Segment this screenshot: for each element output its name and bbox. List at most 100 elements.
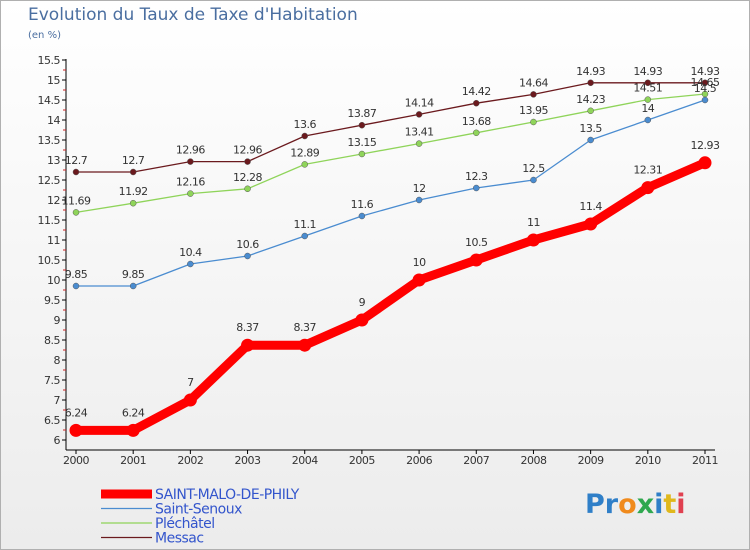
legend-label: SAINT-MALO-DE-PHILY: [155, 487, 300, 503]
data-point: [415, 196, 423, 204]
logo-letter: o: [618, 489, 637, 520]
data-point: [69, 423, 83, 437]
data-point: [129, 282, 137, 290]
data-point: [530, 176, 537, 184]
data-point: [526, 233, 540, 247]
data-label: 6.24: [122, 406, 145, 419]
logo-letter: x: [636, 489, 655, 520]
y-tick-label: 6: [54, 434, 61, 447]
data-point: [126, 423, 140, 437]
data-point: [469, 253, 483, 267]
y-tick-label: 7: [54, 394, 61, 407]
series-line: [76, 158, 707, 435]
y-tick-label: 9.5: [44, 294, 60, 307]
data-label: 14.93: [576, 65, 605, 78]
x-tick-label: 2002: [177, 454, 203, 467]
legend-label: Saint-Senoux: [155, 502, 242, 518]
data-label: 12.3: [465, 170, 488, 183]
data-point: [698, 156, 712, 170]
x-tick-label: 2003: [235, 454, 261, 467]
data-point: [187, 158, 194, 165]
data-label: 12.7: [122, 154, 145, 167]
y-tick-label: 13: [47, 154, 60, 167]
data-label: 11.4: [579, 200, 602, 213]
x-tick-label: 2009: [578, 454, 604, 467]
data-label: 14.51: [633, 82, 662, 95]
data-point: [644, 96, 652, 103]
data-point: [473, 99, 480, 107]
y-tick-label: 12.5: [38, 174, 61, 187]
logo-letter: P: [585, 489, 605, 520]
data-point: [183, 393, 197, 407]
y-tick-label: 13.5: [38, 134, 61, 147]
data-label: 13.6: [293, 118, 316, 131]
logo-letter: t: [663, 489, 677, 520]
x-tick-label: 2000: [63, 454, 89, 467]
legend-label: Messac: [155, 531, 204, 547]
data-point: [644, 116, 652, 124]
data-label: 14.64: [519, 76, 548, 89]
data-point: [415, 111, 423, 118]
data-label: 12.28: [233, 171, 262, 184]
y-tick-label: 15: [47, 74, 60, 87]
data-point: [244, 185, 251, 193]
x-tick-label: 2011: [692, 454, 718, 467]
legend-label: Pléchâtel: [155, 516, 215, 532]
data-point: [587, 136, 594, 144]
data-point: [530, 91, 537, 98]
y-tick-label: 10.5: [38, 254, 61, 267]
data-label: 14.65: [691, 76, 720, 89]
data-label: 12.96: [233, 144, 262, 157]
x-tick-label: 2010: [635, 454, 661, 467]
data-point: [644, 79, 652, 87]
x-tick-label: 2006: [406, 454, 432, 467]
data-point: [244, 158, 251, 165]
data-label: 14: [641, 102, 654, 115]
data-point: [72, 168, 80, 176]
data-label: 13.41: [405, 126, 434, 139]
x-tick-label: 2008: [520, 454, 546, 467]
data-point: [473, 129, 480, 137]
data-label: 12: [413, 182, 426, 195]
data-label: 12.89: [290, 146, 319, 159]
data-point: [412, 273, 426, 287]
data-point: [473, 184, 480, 192]
data-label: 11.92: [119, 185, 148, 198]
data-point: [301, 132, 308, 140]
data-label: 9.85: [65, 268, 88, 281]
y-tick-label: 12: [47, 194, 60, 207]
data-label: 11.6: [351, 198, 374, 211]
data-point: [187, 260, 194, 268]
logo-letter: r: [604, 489, 619, 520]
data-point: [358, 121, 366, 129]
proxiti-logo: Proxiti: [585, 489, 686, 520]
data-point: [244, 252, 251, 260]
data-label: 14.14: [405, 96, 434, 109]
x-tick-label: 2005: [349, 454, 375, 467]
data-label: 13.95: [519, 104, 548, 117]
data-label: 14.93: [633, 65, 662, 78]
data-point: [587, 107, 594, 115]
data-label: 10.6: [236, 238, 259, 251]
data-label: 11: [527, 216, 540, 229]
chart-title: Evolution du Taux de Taxe d'Habitation: [28, 5, 358, 25]
data-point: [301, 232, 308, 240]
data-label: 9: [359, 296, 366, 309]
data-label: 14.23: [576, 93, 605, 106]
data-label: 13.5: [579, 122, 602, 135]
y-tick-label: 14: [47, 114, 60, 127]
y-tick-label: 14.5: [38, 94, 61, 107]
data-point: [355, 313, 369, 327]
data-label: 10: [413, 256, 426, 269]
x-tick-label: 2004: [292, 454, 318, 467]
y-tick-label: 11.5: [38, 214, 61, 227]
data-point: [129, 199, 137, 207]
series-line: [75, 93, 706, 214]
data-label: 10.5: [465, 236, 488, 249]
data-point: [298, 338, 312, 352]
y-tick-label: 6.5: [44, 414, 60, 427]
data-label: 14.42: [462, 85, 491, 98]
data-label: 14.5: [694, 82, 717, 95]
data-label: 8.37: [293, 321, 316, 334]
